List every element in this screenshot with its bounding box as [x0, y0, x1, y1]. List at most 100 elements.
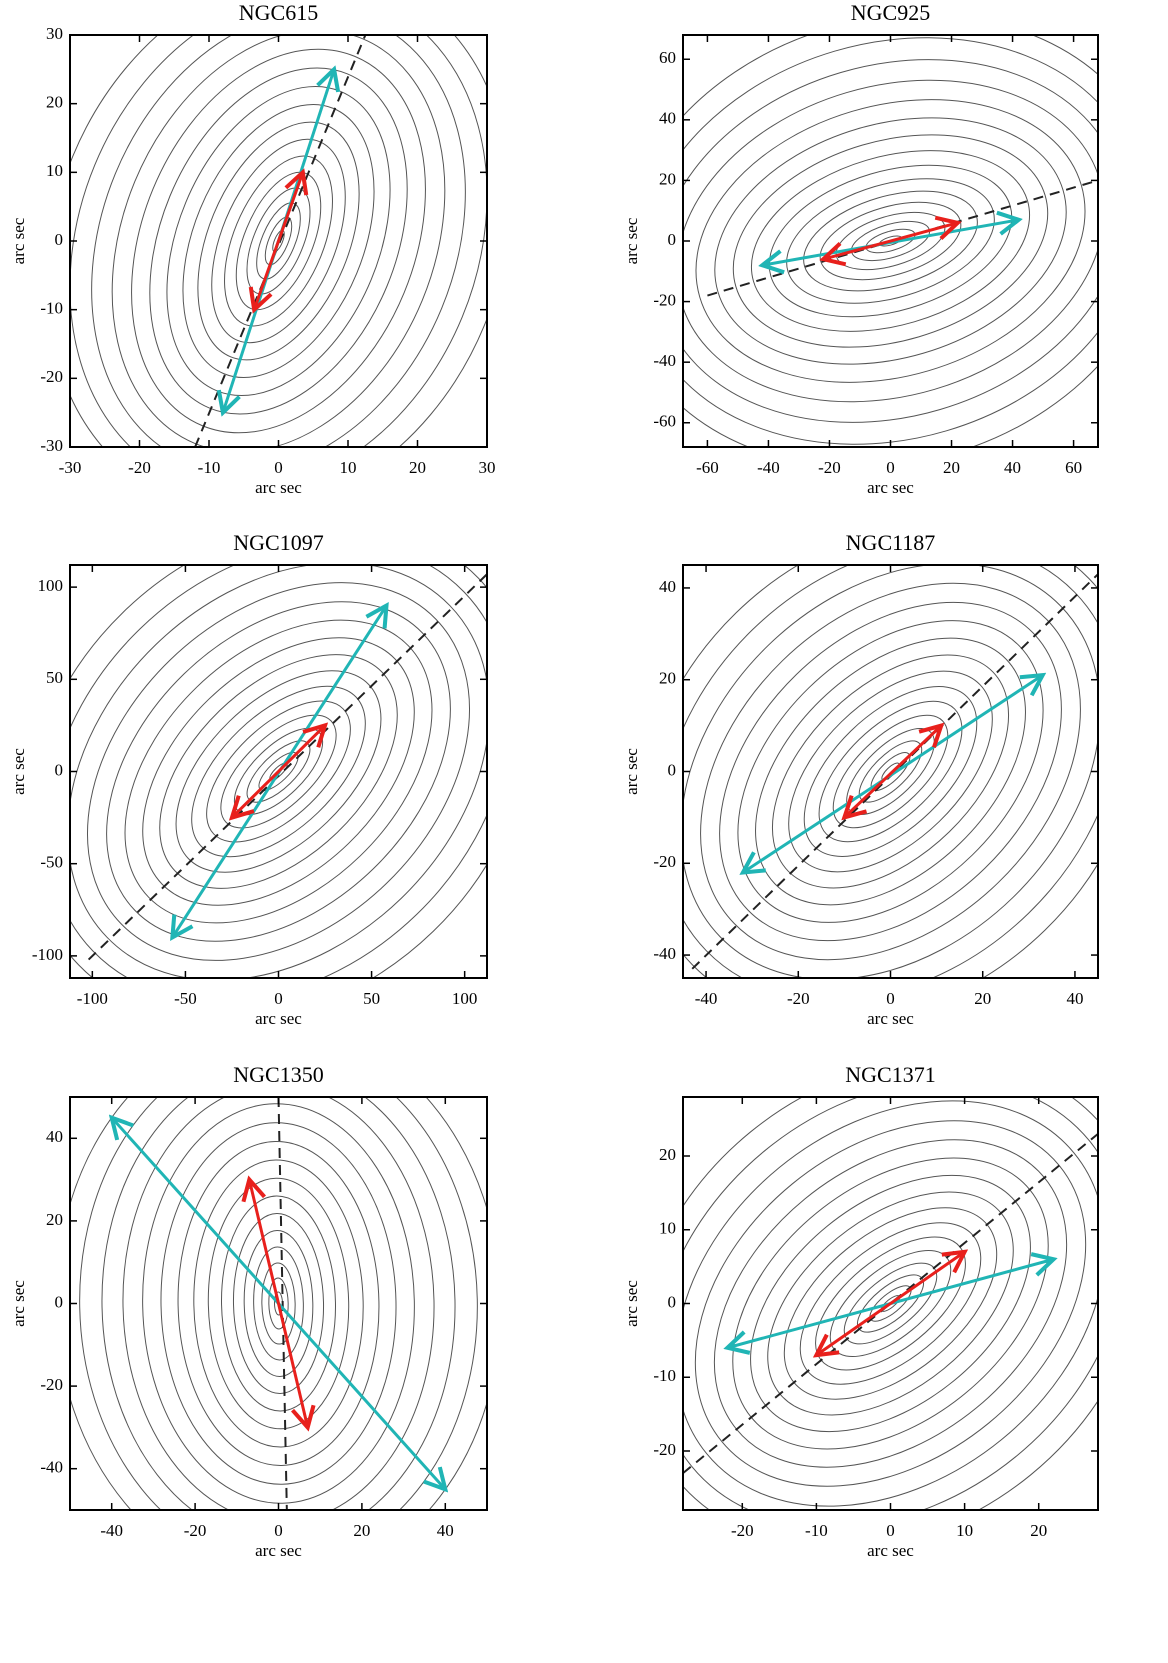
x-tick-label: -100 [77, 989, 108, 1008]
chart-title: NGC1371 [845, 1062, 935, 1087]
isophote [714, 117, 1067, 365]
isophote [683, 1097, 1098, 1510]
x-tick-label: -20 [787, 989, 810, 1008]
isophote [149, 67, 408, 415]
x-tick-label: -60 [696, 458, 719, 477]
y-tick-label: -20 [653, 1440, 676, 1459]
y-tick-label: 0 [668, 230, 677, 249]
isophote [111, 35, 446, 447]
x-axis-label: arc sec [867, 478, 914, 497]
isophote [818, 700, 963, 843]
x-tick-label: 0 [886, 1521, 895, 1540]
y-tick-label: -40 [653, 944, 676, 963]
isophote [771, 654, 1010, 889]
isophote [166, 85, 391, 397]
isophote [683, 59, 1098, 423]
x-tick-label: -30 [59, 458, 82, 477]
isophote [732, 134, 1049, 348]
y-tick-label: 100 [38, 576, 64, 595]
y-tick-label: 20 [659, 169, 676, 188]
isophote [70, 35, 487, 447]
y-tick-label: 0 [55, 760, 64, 779]
dashed-line [691, 573, 1098, 970]
x-tick-label: 40 [1066, 989, 1083, 1008]
isophote [79, 1097, 478, 1510]
chart-title: NGC1187 [846, 530, 936, 555]
y-tick-label: -10 [40, 299, 63, 318]
x-tick-label: 0 [886, 458, 895, 477]
isophote [70, 565, 487, 978]
y-tick-label: 40 [46, 1127, 63, 1146]
x-tick-label: -10 [805, 1521, 828, 1540]
y-tick-label: 20 [659, 1145, 676, 1164]
y-tick-label: -30 [40, 436, 63, 455]
isophote [683, 565, 1098, 978]
x-tick-label: 20 [409, 458, 426, 477]
isophote [755, 637, 1026, 906]
x-tick-label: 10 [956, 1521, 973, 1540]
arrow [249, 1180, 307, 1428]
contours [70, 35, 487, 447]
x-tick-label: 0 [274, 1521, 283, 1540]
arrow [844, 726, 941, 818]
chart-title: NGC615 [239, 0, 318, 25]
x-tick-label: 60 [1065, 458, 1082, 477]
x-axis-label: arc sec [255, 1541, 302, 1560]
x-tick-label: -10 [198, 458, 221, 477]
y-tick-label: 40 [659, 577, 676, 596]
y-tick-label: -50 [40, 853, 63, 872]
contours [683, 1097, 1098, 1510]
y-tick-label: -100 [32, 945, 63, 964]
chart-title: NGC925 [851, 0, 930, 25]
y-axis-label: arc sec [622, 217, 641, 264]
x-tick-label: 40 [1004, 458, 1021, 477]
x-tick-label: 20 [943, 458, 960, 477]
x-tick-label: 0 [274, 458, 283, 477]
isophote [101, 1097, 456, 1510]
isophote [70, 565, 487, 978]
y-tick-label: 10 [46, 161, 63, 180]
y-tick-label: 10 [659, 1219, 676, 1238]
y-tick-label: 20 [46, 93, 63, 112]
y-axis-label: arc sec [9, 748, 28, 795]
arrow [254, 172, 303, 309]
y-axis-label: arc sec [9, 1280, 28, 1327]
isophote [695, 99, 1086, 383]
x-tick-label: -40 [100, 1521, 123, 1540]
isophote [683, 37, 1098, 445]
isophote [70, 565, 487, 978]
y-axis-label: arc sec [622, 1280, 641, 1327]
y-tick-label: 60 [659, 48, 676, 67]
contours [683, 35, 1098, 447]
x-tick-label: -20 [184, 1521, 207, 1540]
isophote [788, 670, 993, 873]
isophote [70, 35, 487, 447]
isophote [683, 79, 1098, 403]
contours [70, 1097, 487, 1510]
x-tick-label: 20 [353, 1521, 370, 1540]
y-tick-label: -40 [40, 1458, 63, 1477]
isophote [91, 35, 466, 447]
y-tick-label: 0 [668, 1292, 677, 1311]
arrow [743, 675, 1043, 872]
x-tick-label: 40 [437, 1521, 454, 1540]
arrow [816, 1252, 964, 1355]
y-tick-label: -10 [653, 1366, 676, 1385]
isophote [700, 582, 1081, 961]
arrow [823, 223, 957, 259]
isophote [683, 35, 1098, 447]
y-tick-label: -60 [653, 412, 676, 431]
isophote [803, 686, 978, 857]
y-tick-label: -40 [653, 351, 676, 370]
x-tick-label: 0 [886, 989, 895, 1008]
isophote [683, 1097, 1098, 1510]
y-tick-label: 50 [46, 668, 63, 687]
x-tick-label: 20 [974, 989, 991, 1008]
dashed-line [194, 35, 367, 447]
x-tick-label: -20 [128, 458, 151, 477]
isophote [683, 565, 1098, 978]
y-axis-label: arc sec [622, 748, 641, 795]
y-tick-label: 30 [46, 24, 63, 43]
y-tick-label: 0 [55, 1292, 64, 1311]
y-tick-label: 20 [659, 669, 676, 688]
